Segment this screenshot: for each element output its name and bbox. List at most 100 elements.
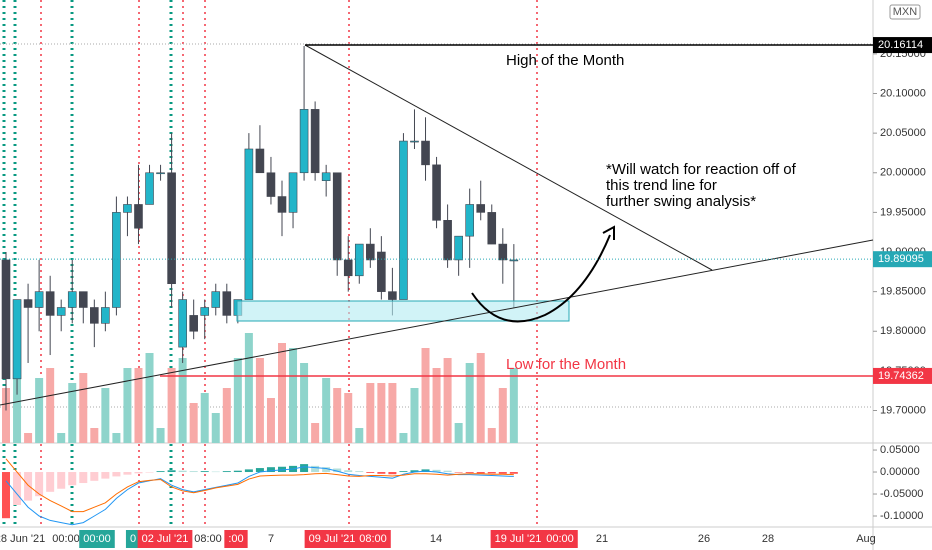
- x-tick-label: :00: [228, 533, 243, 545]
- volume-bar: [156, 428, 165, 443]
- histogram-bar: [101, 472, 110, 479]
- histogram-bar: [266, 467, 275, 473]
- volume-bar: [487, 428, 496, 443]
- y-tick-label: 0.05000: [880, 444, 920, 456]
- volume-bar: [68, 383, 77, 443]
- candle-body: [310, 109, 320, 174]
- volume-bar: [289, 348, 298, 443]
- x-tick-label: 09 Jul '21: [309, 533, 356, 545]
- volume-bar: [377, 383, 386, 443]
- histogram-bar: [377, 472, 386, 474]
- x-tick-label: 14: [430, 533, 442, 545]
- volume-bar: [211, 413, 220, 443]
- annotation: *Will watch for reaction off of: [606, 161, 797, 178]
- x-tick-label: 19 Jul '21: [495, 533, 542, 545]
- volume-bar: [399, 433, 408, 443]
- histogram-bar: [487, 472, 496, 474]
- volume-bar: [322, 378, 331, 443]
- candle-body: [277, 196, 287, 213]
- candle-body: [244, 148, 254, 300]
- candle-body: [321, 172, 331, 181]
- volume-bar: [465, 363, 474, 443]
- candle-body: [432, 164, 441, 221]
- candle-body: [388, 291, 397, 300]
- histogram-bar: [233, 470, 242, 473]
- volume-bar: [300, 363, 309, 443]
- x-tick-label: 0: [130, 533, 136, 545]
- candle-body: [454, 235, 463, 261]
- arrow-head: [602, 225, 615, 240]
- x-tick-label: 00:00: [83, 533, 111, 545]
- candle-body: [145, 172, 154, 205]
- histogram-bar: [189, 471, 198, 473]
- histogram-bar: [68, 472, 77, 486]
- y-tick-label: -0.05000: [880, 488, 923, 500]
- volume-bar: [443, 358, 452, 443]
- y-tick-label: -0.10000: [880, 510, 923, 522]
- volume-bar: [178, 358, 187, 443]
- trend-line: [304, 44, 713, 271]
- histogram-bar: [311, 465, 320, 473]
- volume-bar: [24, 433, 33, 443]
- histogram-bar: [333, 468, 342, 473]
- y-tick-label: 19.80000: [880, 325, 926, 337]
- x-label-bg: [137, 530, 193, 548]
- price-label-bg: [873, 367, 932, 384]
- volume-bar: [432, 368, 441, 443]
- volume-bar: [35, 378, 44, 443]
- x-label-bg: [224, 530, 248, 548]
- volume-bar: [189, 403, 198, 443]
- histogram-bar: [355, 471, 364, 473]
- histogram-bar: [178, 470, 187, 473]
- candle-body: [399, 140, 408, 300]
- volume-bar: [57, 433, 66, 443]
- histogram-bar: [222, 471, 231, 473]
- candle-body: [167, 172, 176, 285]
- histogram-bar: [344, 470, 353, 473]
- histogram-bar: [211, 471, 220, 473]
- candle-body: [12, 299, 22, 380]
- annotation: this trend line for: [606, 177, 717, 194]
- candle-body: [366, 243, 375, 261]
- histogram-bar: [388, 472, 397, 475]
- macd-line: [5, 466, 514, 526]
- candle-body: [123, 204, 132, 213]
- histogram-bar: [79, 472, 88, 484]
- volume-bar: [509, 368, 518, 443]
- volume-bar: [410, 388, 419, 443]
- histogram-bar: [509, 472, 518, 474]
- x-label-bg: [79, 530, 115, 548]
- volume-bar: [255, 358, 264, 443]
- candle-body: [509, 259, 519, 262]
- histogram-bar: [24, 472, 33, 501]
- histogram-bar: [454, 472, 463, 473]
- volume-bar: [333, 388, 342, 443]
- histogram-bar: [167, 470, 176, 473]
- x-tick-label: 08:00: [359, 533, 387, 545]
- histogram-bar: [465, 472, 474, 473]
- annotation: Low for the Month: [506, 356, 626, 373]
- histogram-bar: [35, 472, 44, 497]
- candle-body: [90, 307, 99, 324]
- candle-body: [255, 148, 265, 174]
- histogram-bar: [432, 469, 441, 473]
- x-label-bg: [490, 530, 546, 548]
- histogram-bar: [410, 470, 419, 473]
- candle-body: [332, 172, 342, 261]
- volume-bar: [388, 383, 397, 443]
- x-tick-label: Aug: [856, 533, 876, 545]
- candle-body: [156, 172, 165, 175]
- candle-body: [266, 172, 276, 197]
- volume-bar: [167, 368, 176, 443]
- currency: MXN: [893, 6, 918, 18]
- candle-body: [288, 172, 298, 213]
- candle-body: [343, 259, 353, 277]
- volume-bar: [46, 368, 55, 443]
- volume-bar: [101, 388, 110, 443]
- volume-bar: [79, 373, 88, 443]
- histogram-bar: [2, 472, 10, 519]
- candle-body: [78, 291, 88, 308]
- histogram-bar: [255, 468, 264, 473]
